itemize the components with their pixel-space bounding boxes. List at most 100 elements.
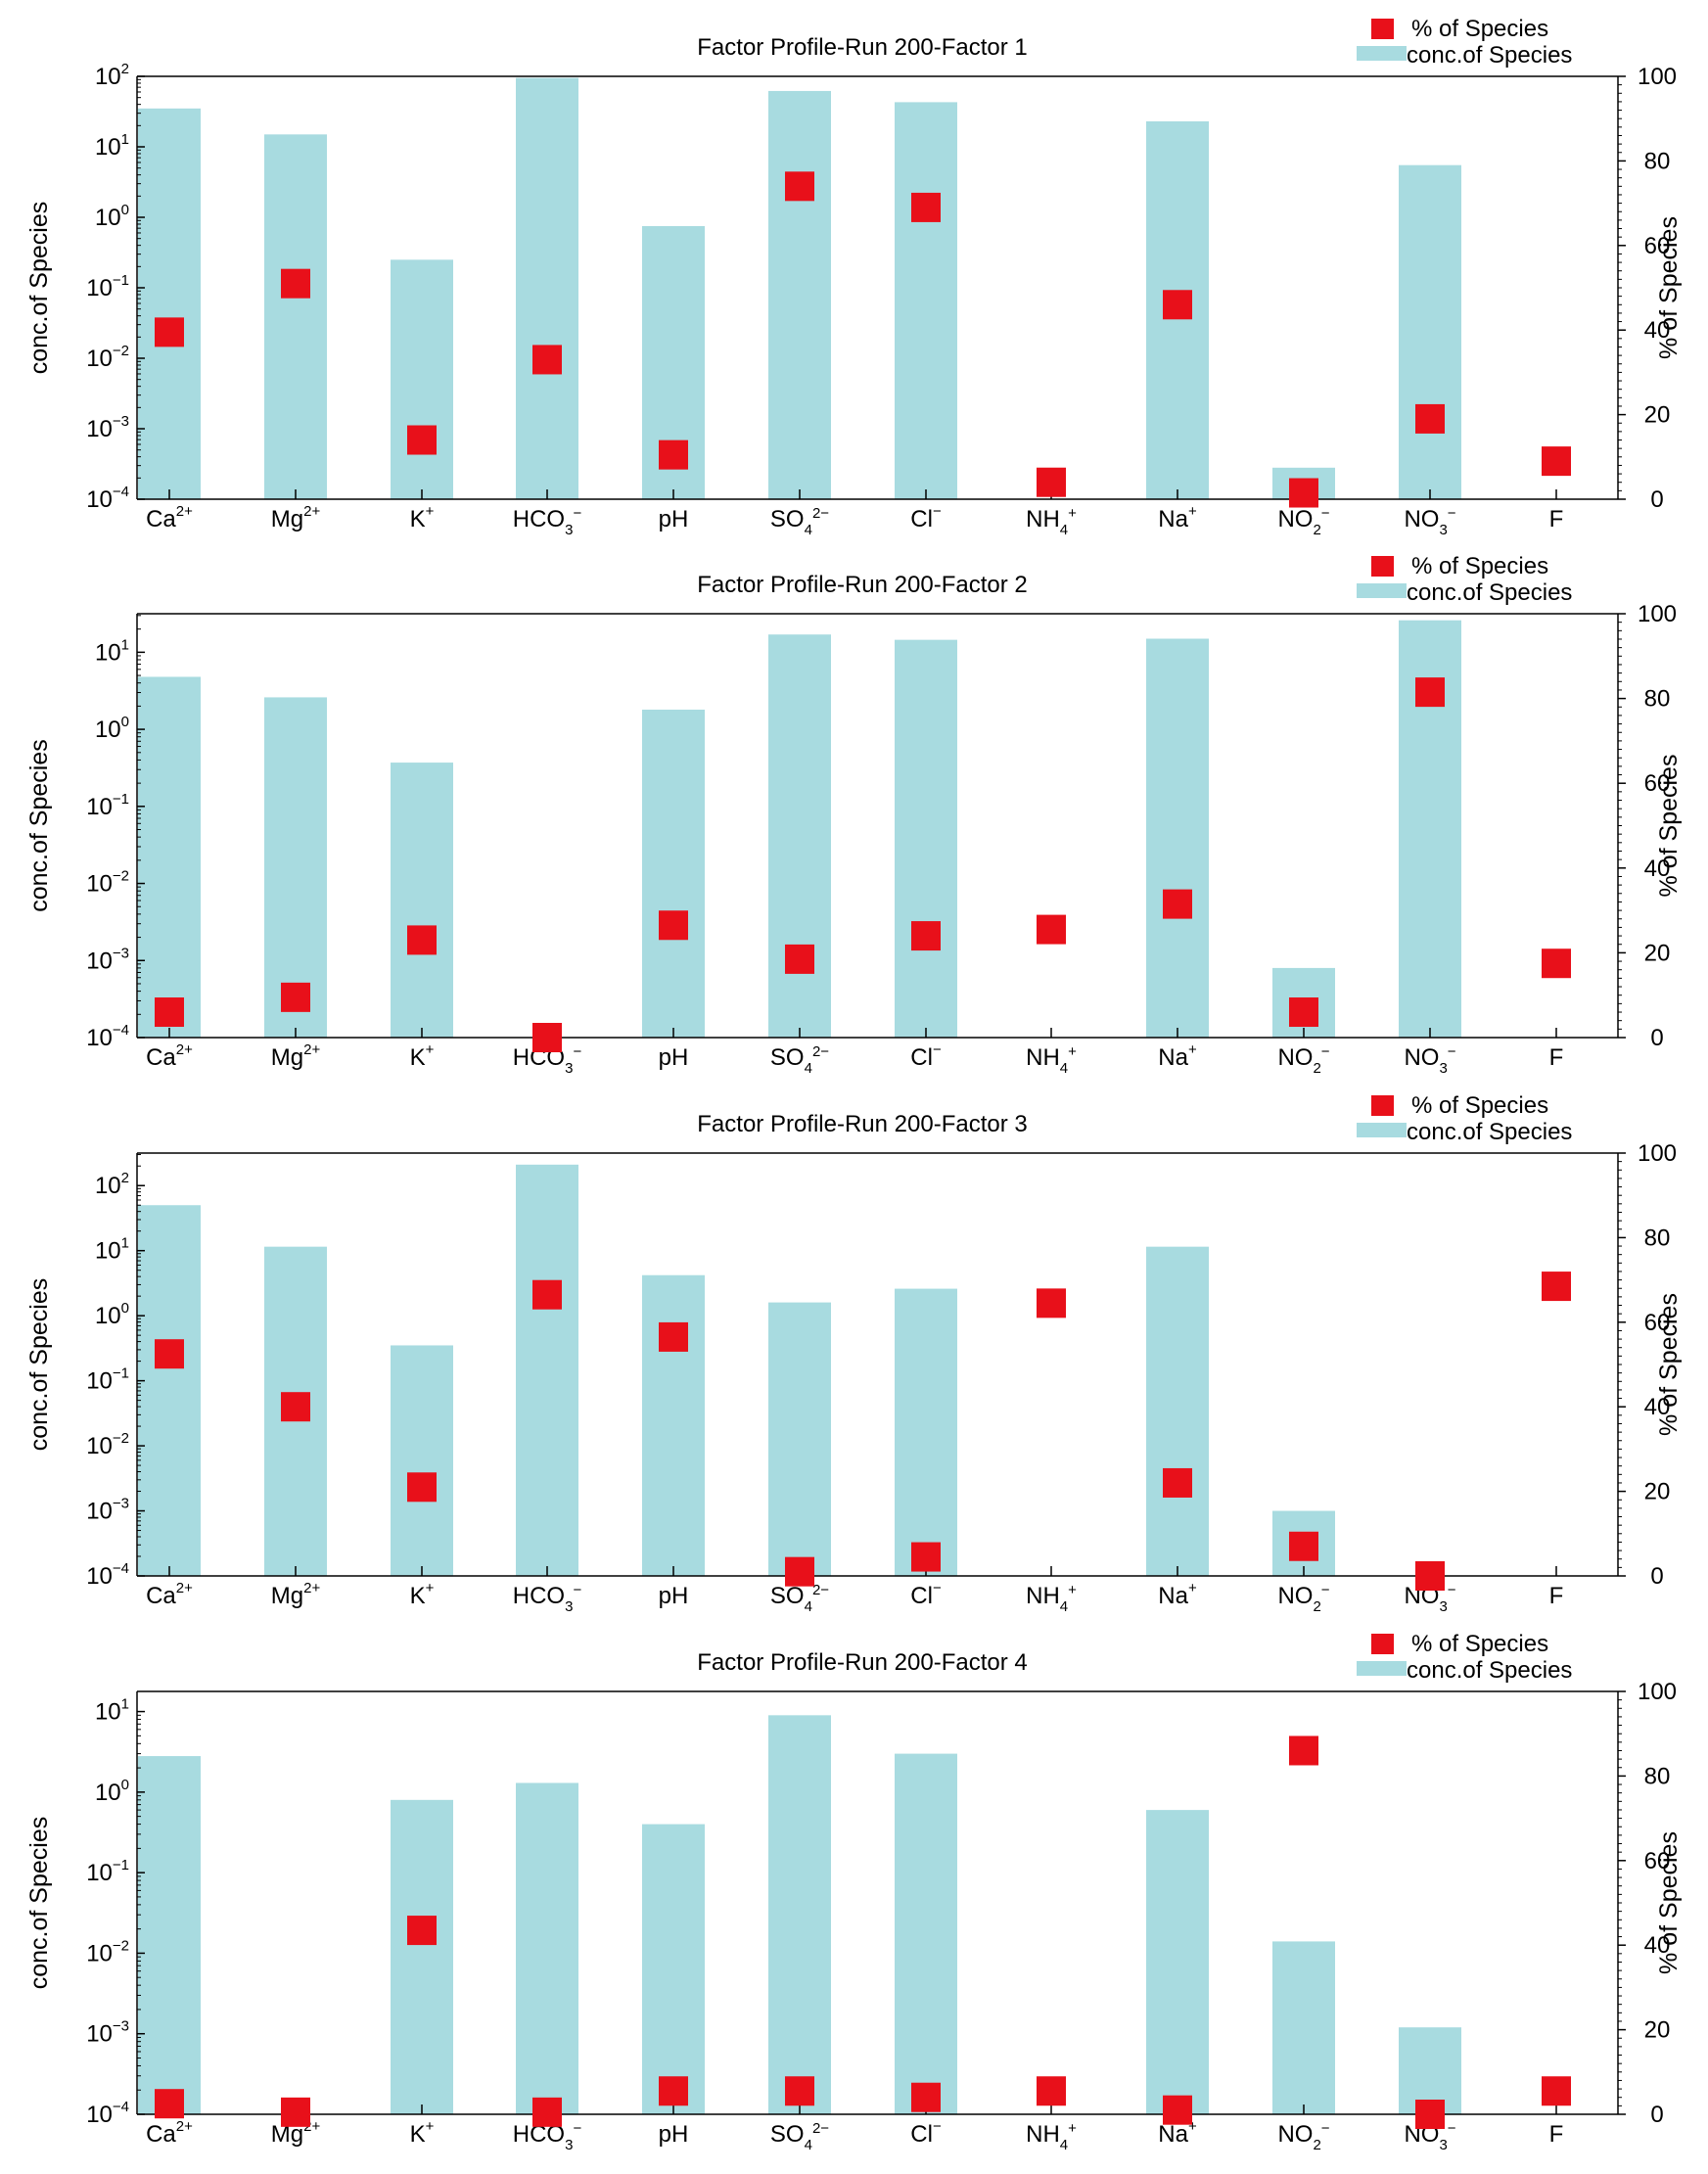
bar — [516, 77, 578, 500]
label-part: F — [1549, 506, 1564, 532]
label-part: 10 — [95, 639, 121, 666]
x-tick-label: Mg2+ — [271, 1041, 321, 1071]
label-part: 2− — [812, 2120, 829, 2137]
label-part: 100 — [1638, 64, 1677, 90]
label-part: 2 — [1313, 522, 1320, 538]
y-tick-label: 101 — [95, 636, 129, 666]
y-tick-label: 10−1 — [86, 272, 129, 301]
label-part: 10 — [95, 64, 121, 90]
label-part: − — [573, 1582, 581, 1598]
chart-panel-1: Factor Profile-Run 200-Factor 1 % of Spec… — [25, 16, 1683, 538]
x-tick-label: Ca2+ — [146, 1580, 193, 1609]
bar — [1146, 1810, 1209, 2114]
label-part: F — [1549, 1044, 1564, 1071]
label-part: conc.of Species — [25, 739, 53, 912]
label-part: 2 — [121, 1170, 129, 1186]
x-tick-label: NH4+ — [1026, 1043, 1077, 1077]
x-tick-label: NO3− — [1404, 505, 1455, 538]
percent-marker — [659, 2076, 688, 2106]
x-tick-label: SO42− — [770, 1582, 829, 1615]
label-part: NO — [1277, 506, 1313, 532]
x-tick-label: SO42− — [770, 1043, 829, 1077]
bar — [895, 639, 957, 1038]
label-part: % of Species — [1655, 1831, 1683, 1974]
label-part: F — [1549, 1583, 1564, 1609]
label-part: 3 — [565, 522, 573, 538]
chart-panel-3: Factor Profile-Run 200-Factor 3 % of Spec… — [25, 1092, 1683, 1615]
percent-marker — [1037, 467, 1066, 497]
label-part: NH — [1026, 506, 1060, 532]
legend-bar-label: conc.of Species — [1407, 42, 1572, 69]
percent-marker — [1415, 403, 1445, 434]
percent-marker — [785, 2076, 814, 2106]
label-part: Na — [1158, 506, 1188, 532]
label-part: Na — [1158, 1044, 1188, 1071]
bar — [895, 102, 957, 500]
x-tick-label: Ca2+ — [146, 503, 193, 532]
y2-axis-title: % of Species — [1655, 216, 1683, 359]
x-tick-label: F — [1549, 1044, 1564, 1071]
bar — [516, 1164, 578, 1576]
bar — [1399, 164, 1461, 499]
label-part: 2 — [1313, 1060, 1320, 1077]
legend-bar-swatch — [1357, 46, 1407, 61]
label-part: Cl — [910, 2121, 933, 2148]
chart-title: Factor Profile-Run 200-Factor 4 — [697, 1649, 1027, 1676]
label-part: − — [1321, 505, 1330, 522]
x-tick-label: Mg2+ — [271, 1580, 321, 1609]
percent-marker — [1289, 478, 1318, 508]
percent-marker — [659, 439, 688, 470]
label-part: HCO — [513, 1583, 565, 1609]
x-tick-label: K+ — [410, 2118, 435, 2148]
label-part: 4 — [1060, 1598, 1068, 1615]
bar — [138, 108, 201, 500]
y2-tick-label: 0 — [1650, 486, 1663, 513]
percent-marker — [1542, 446, 1571, 477]
label-part: + — [426, 503, 435, 520]
bar — [768, 1302, 831, 1576]
label-part: 2 — [1313, 2137, 1320, 2153]
label-part: − — [1321, 1582, 1330, 1598]
y2-tick-label: 60 — [1644, 1310, 1671, 1336]
label-part: HCO — [513, 506, 565, 532]
label-part: K — [410, 2121, 426, 2148]
label-part: NO — [1404, 506, 1439, 532]
label-part: + — [426, 2118, 435, 2135]
chart-title: Factor Profile-Run 200-Factor 3 — [697, 1111, 1027, 1137]
label-part: 20 — [1644, 402, 1671, 429]
label-part: Ca — [146, 1583, 176, 1609]
label-part: Ca — [146, 2121, 176, 2148]
legend-marker-swatch — [1371, 1095, 1394, 1116]
x-tick-label: Na+ — [1158, 2118, 1197, 2148]
y-tick-label: 10−1 — [86, 791, 129, 820]
chart-panel-2: Factor Profile-Run 200-Factor 2 % of Spec… — [25, 553, 1683, 1077]
label-part: 3 — [565, 1598, 573, 1615]
label-part: SO — [770, 506, 805, 532]
x-tick-label: Ca2+ — [146, 1041, 193, 1071]
percent-marker — [1037, 2076, 1066, 2106]
label-part: conc.of Species — [1407, 1119, 1572, 1145]
label-part: −1 — [113, 272, 129, 289]
bar — [264, 697, 327, 1038]
label-part: 60 — [1644, 1310, 1671, 1336]
bar — [642, 1824, 705, 2114]
legend-marker-label: % of Species — [1411, 16, 1548, 42]
label-part: % of Species — [1655, 755, 1683, 898]
label-part: 10 — [86, 416, 113, 442]
legend-bar-swatch — [1357, 1661, 1407, 1676]
label-part: 3 — [1439, 1598, 1447, 1615]
y-tick-label: 101 — [95, 1696, 129, 1726]
label-part: 10 — [86, 275, 113, 301]
x-tick-label: Cl− — [910, 1580, 942, 1609]
label-part: 3 — [1439, 1060, 1447, 1077]
y-tick-label: 10−4 — [86, 1560, 129, 1590]
label-part: NO — [1277, 1044, 1313, 1071]
bar — [642, 1274, 705, 1576]
label-part: Mg — [271, 1583, 303, 1609]
x-tick-label: Na+ — [1158, 1041, 1197, 1071]
label-part: 2+ — [176, 1041, 193, 1058]
label-part: 10 — [95, 1173, 121, 1199]
percent-marker — [911, 1542, 941, 1572]
label-part: 0 — [121, 1777, 129, 1793]
